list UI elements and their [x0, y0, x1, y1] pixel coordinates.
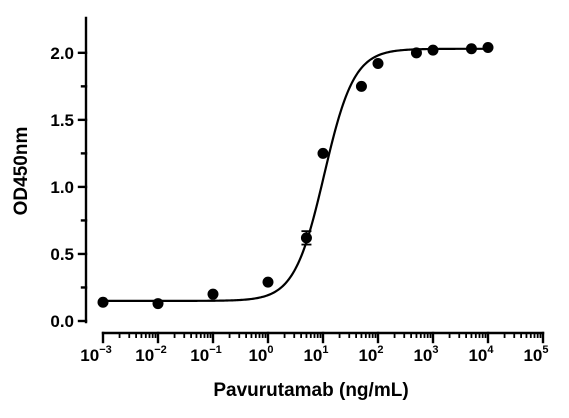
data-point [317, 147, 329, 159]
data-point [465, 43, 477, 55]
x-axis-title: Pavurutamab (ng/mL) [213, 380, 408, 401]
data-point [482, 41, 494, 53]
x-tick-label: 100 [248, 344, 273, 365]
x-tick-label: 101 [303, 344, 328, 365]
data-point [355, 80, 367, 92]
data-point [300, 232, 312, 244]
points-layer [97, 41, 494, 310]
data-point [410, 47, 422, 59]
x-tick-label: 105 [523, 344, 548, 365]
x-tick-label: 10−1 [190, 344, 221, 365]
x-tick-label: 10−3 [80, 344, 111, 365]
y-tick-label: 0.0 [50, 312, 74, 331]
x-tick-label: 10−2 [135, 344, 166, 365]
x-tick-label: 103 [413, 344, 438, 365]
data-point [97, 296, 109, 308]
data-point [207, 288, 219, 300]
data-point [152, 298, 164, 310]
y-axis-title: OD450nm [11, 127, 32, 216]
data-point [427, 44, 439, 56]
fit-layer [103, 47, 488, 302]
y-tick-label: 1.5 [50, 111, 74, 130]
axes: 0.0 0.5 1.0 1.5 2.0 10−3 10−2 10−1 100 101 102 103 1… [50, 16, 549, 365]
y-tick-label: 0.5 [50, 245, 74, 264]
x-tick-label: 104 [468, 344, 494, 365]
y-tick-label: 1.0 [50, 178, 74, 197]
x-tick-label: 102 [358, 344, 383, 365]
data-point [262, 276, 274, 288]
data-point [372, 58, 384, 70]
y-tick-label: 2.0 [50, 44, 74, 63]
fit-curve [103, 47, 488, 302]
